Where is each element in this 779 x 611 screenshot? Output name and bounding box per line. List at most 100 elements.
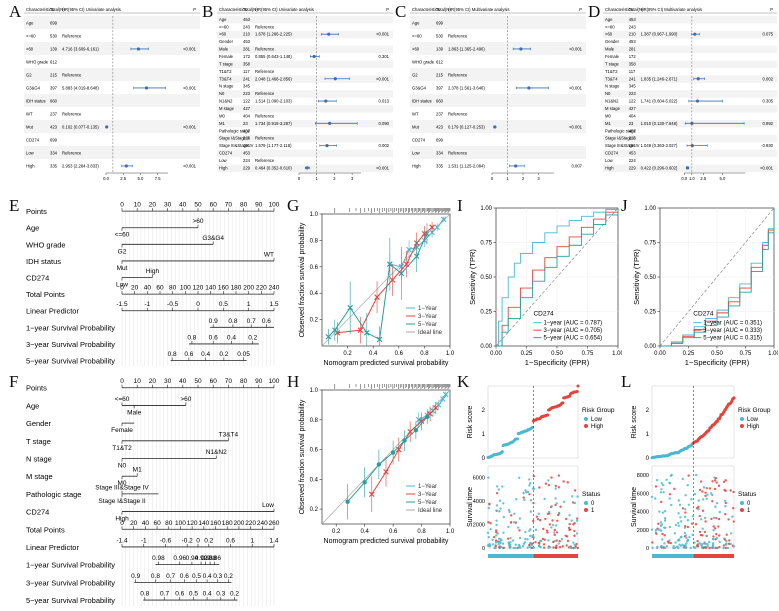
legend-entry: 1−Year [418, 306, 437, 312]
survival-point [553, 533, 556, 537]
x-tick-label: 5.0 [719, 176, 725, 181]
survival-point [712, 525, 715, 528]
row-total: 117 [243, 69, 250, 74]
survival-point [668, 497, 671, 500]
calibration-plot-g: 0.2 0.4 0.6 0.8 1.0 0.2 0.4 0.6 0.8 1.0 Nomogram p… [299, 208, 455, 367]
nomogram-tick-label: 1 [250, 537, 254, 544]
row-hr: Reference [62, 33, 82, 38]
row-stripe [410, 146, 586, 159]
survival-point [538, 539, 542, 543]
y-tick-label: 0.25 [480, 310, 492, 316]
row-label: High [605, 165, 614, 170]
row-label: Gender [605, 39, 620, 44]
row-total: 397 [436, 85, 444, 90]
nomogram-tick-label: 0.4 [203, 573, 212, 580]
survival-point [705, 486, 708, 490]
row-label: <=60 [412, 33, 422, 38]
survival-point [552, 546, 555, 549]
x-tick-label: 0.4 [369, 351, 378, 357]
nomogram-mark-label: G3&G4 [202, 235, 224, 242]
risk-score-point [561, 401, 565, 405]
survival-point [524, 530, 527, 534]
panel-letter-k: K [457, 372, 470, 391]
row-p: <0.001 [376, 165, 390, 170]
row-total: 397 [50, 85, 58, 90]
survival-point [722, 544, 726, 547]
survival-point [715, 501, 719, 505]
survival-point [555, 502, 558, 505]
survival-point [571, 501, 575, 504]
nomogram-tick-label: 80 [240, 378, 248, 385]
top-frame [487, 385, 579, 459]
survival-point [538, 486, 541, 489]
nomogram-row-label: CD274 [26, 274, 49, 283]
survival-point [502, 546, 506, 549]
survival-point [518, 476, 521, 480]
legend-status-entry: 1 [747, 508, 751, 514]
survival-point [656, 528, 660, 531]
nomogram-tick-label: 0.7 [160, 591, 169, 598]
nomogram-row-label: Total Points [26, 290, 65, 299]
survival-point [518, 544, 521, 548]
data-point [345, 499, 350, 504]
survival-point [576, 546, 580, 550]
row-hr: Reference [255, 24, 275, 29]
nomogram-tick-label: 60 [153, 520, 161, 527]
nomogram-mark-label: Low [116, 282, 128, 289]
x-tick-label: 2 [522, 176, 525, 181]
survival-point [507, 508, 511, 512]
survival-point [532, 474, 536, 478]
roc-curve [660, 208, 775, 347]
survival-point [525, 490, 528, 494]
nomogram-tick-label: 240 [257, 520, 268, 527]
nomogram-row-label: Linear Predictor [26, 543, 79, 552]
survival-point [668, 482, 672, 485]
survival-point [732, 520, 735, 523]
survival-point [668, 493, 672, 496]
survival-point [724, 479, 727, 482]
survival-point [531, 519, 535, 523]
x-tick-label: 0 [298, 176, 301, 181]
nomogram-tick-label: 10 [134, 202, 142, 209]
row-total: 660 [50, 98, 58, 103]
row-label: Mut [412, 124, 420, 129]
survival-point [509, 536, 512, 540]
survival-point [656, 546, 659, 550]
survival-point [711, 545, 715, 549]
legend-entry: 5−Year [418, 322, 437, 328]
row-hr: 1.531 (1.125-2.084) [448, 163, 485, 168]
row-p: <0.001 [183, 163, 197, 168]
survival-point [532, 536, 536, 539]
x-tick-label: 0.00 [654, 351, 666, 357]
nomogram-row-label: Points [26, 207, 47, 216]
survival-point [491, 538, 494, 541]
nomogram-row-label: Points [26, 384, 47, 393]
x-tick-label: 1 [316, 176, 319, 181]
nomogram-tick-label: 0 [120, 285, 124, 292]
row-total: 139 [50, 46, 58, 51]
survival-point [710, 517, 713, 521]
row-label: T3&T4 [219, 76, 232, 81]
nomogram-tick-label: 0.88 [204, 555, 217, 562]
row-total: 210 [629, 32, 637, 37]
survival-point [715, 536, 718, 540]
survival-point [495, 534, 498, 537]
survival-point [541, 537, 545, 541]
row-total: 407 [243, 128, 251, 133]
row-label: Stage III&Stage IV [605, 143, 640, 148]
survival-point [493, 546, 496, 550]
survival-point [572, 541, 575, 544]
survival-point [575, 519, 579, 523]
legend-entry: 5−year (AUC = 0.654) [543, 336, 602, 342]
survival-point [659, 521, 663, 524]
y-axis-label-top: Risk score [631, 406, 638, 439]
survival-point [495, 491, 499, 495]
y-tick-label: 0.2 [310, 507, 319, 513]
data-point [376, 336, 383, 343]
legend-status-title: Status [582, 491, 601, 498]
row-hr: 1.678 (1.266-2.225) [255, 32, 292, 37]
legend-risk-entry: High [747, 424, 759, 430]
row-stripe [24, 16, 200, 29]
nomogram-tick-label: -1.4 [116, 537, 128, 544]
data-point [415, 416, 422, 423]
